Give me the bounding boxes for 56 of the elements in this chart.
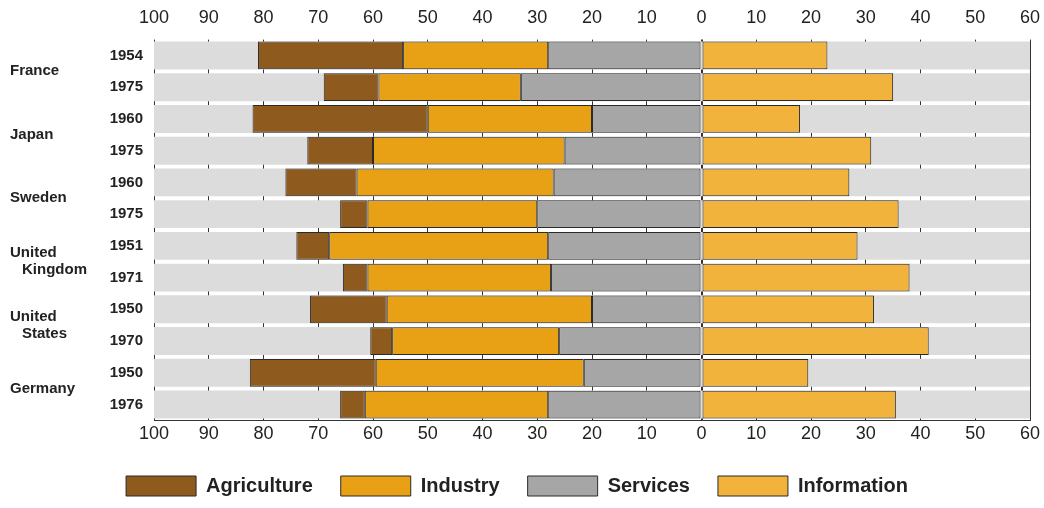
x-tick-label: 60 [362,423,384,444]
y-tick-label: 1950 [109,362,143,380]
y-tick-label: 1975 [109,140,143,158]
y-tick-label: 1960 [109,109,143,127]
x2-tick-label: 70 [308,6,329,27]
x2-tick-label: 50 [417,6,438,27]
y-tick-label: 1954 [109,45,144,63]
x-tick-label: 10 [746,423,767,444]
legend-label: Industry [420,473,501,496]
x2-tick-label: 10 [746,6,767,27]
y-tick-label: 1970 [109,331,143,349]
x2-tick-label: 40 [472,6,493,27]
x-tick-label: 10 [636,423,657,444]
x-tick-label: 0 [696,423,707,444]
x-tick-label: 50 [965,423,986,444]
x2-tick-label: 30 [855,6,876,27]
x-tick-label: 20 [800,423,822,444]
legend-label: Agriculture [206,473,313,496]
text: Germany [10,378,76,396]
y-tick-label: 1976 [109,394,143,412]
y-tick-label: 1971 [109,267,143,285]
x2-tick-label: 20 [800,6,822,27]
legend-label: Services [607,473,690,496]
x2-tick-label: 0 [696,6,707,27]
y-tick-label: 1951 [109,236,143,254]
x-tick-label: 20 [581,423,603,444]
text: United Kingdom [10,243,87,278]
text: Japan [10,124,54,142]
x2-tick-label: 90 [198,6,219,27]
y-tick-label: 1975 [109,204,143,222]
x2-tick-label: 10 [636,6,657,27]
legend-label: Information [797,473,908,496]
y-tick-label: 1960 [109,172,143,190]
x2-tick-label: 80 [253,6,274,27]
x-tick-label: 50 [417,423,438,444]
y-tick-label: 1950 [109,299,143,317]
x2-tick-label: 60 [362,6,384,27]
x2-tick-label: 30 [527,6,548,27]
x-tick-label: 30 [855,423,876,444]
x-tick-label: 70 [308,423,329,444]
x2-tick-label: 100 [138,6,170,27]
y-tick-label: 1975 [109,77,143,95]
x-tick-label: 90 [198,423,219,444]
x-tick-label: 80 [253,423,274,444]
x2-tick-label: 60 [1019,6,1041,27]
text: Sweden [10,188,67,206]
x-tick-label: 40 [910,423,931,444]
x-tick-label: 100 [138,423,170,444]
text: United States [10,306,68,341]
x2-tick-label: 40 [910,6,931,27]
x-tick-label: 30 [527,423,548,444]
text: France [10,61,60,79]
x2-tick-label: 20 [581,6,603,27]
x2-tick-label: 50 [965,6,986,27]
x-tick-label: 40 [472,423,493,444]
x-tick-label: 60 [1019,423,1041,444]
